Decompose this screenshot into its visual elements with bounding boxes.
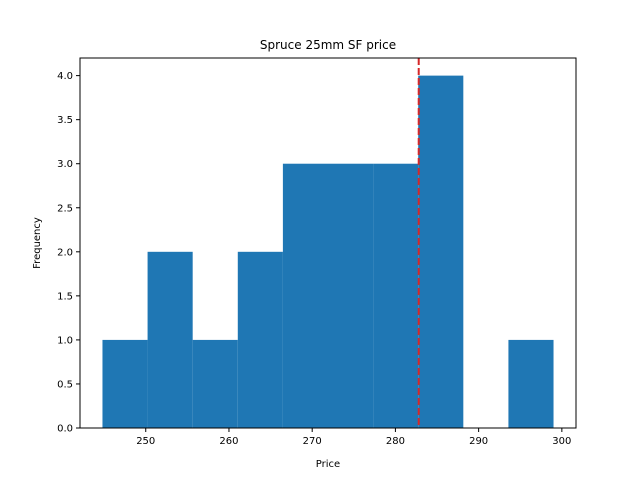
chart-title: Spruce 25mm SF price: [260, 38, 396, 52]
y-axis-label: Frequency: [32, 217, 43, 269]
histogram-bar-7: [418, 75, 464, 428]
histogram-bar-9: [508, 339, 554, 428]
y-tick-label: 3.0: [57, 159, 73, 170]
histogram-bar-2: [192, 339, 238, 428]
histogram-bar-5: [328, 163, 374, 428]
y-tick-label: 4.0: [57, 71, 73, 82]
x-tick-label: 260: [219, 436, 238, 447]
x-tick-label: 290: [469, 436, 488, 447]
y-tick-label: 2.0: [57, 247, 73, 258]
histogram-bar-4: [282, 163, 328, 428]
y-tick-label: 1.5: [57, 291, 73, 302]
histogram-bar-6: [373, 163, 419, 428]
x-tick-label: 270: [303, 436, 322, 447]
x-axis-label: Price: [316, 459, 340, 470]
x-tick-label: 280: [386, 436, 405, 447]
plot-frame: [79, 57, 577, 429]
x-axis-ticks: 250 260 270 280 290 300: [136, 428, 571, 447]
y-tick-label: 2.5: [57, 203, 73, 214]
histogram-bar-1: [147, 251, 193, 428]
x-tick-label: 250: [136, 436, 155, 447]
histogram-bar-3: [237, 251, 283, 428]
y-axis-ticks: 0.0 0.5 1.0 1.5 2.0 2.5 3.0 3.5 4.0: [57, 71, 80, 435]
y-tick-label: 0.0: [57, 424, 73, 435]
y-tick-label: 3.5: [57, 115, 73, 126]
histogram-bar-0: [102, 339, 148, 428]
bars-group: [102, 75, 554, 428]
x-tick-label: 300: [552, 436, 571, 447]
y-tick-label: 0.5: [57, 379, 73, 390]
y-tick-label: 1.0: [57, 335, 73, 346]
